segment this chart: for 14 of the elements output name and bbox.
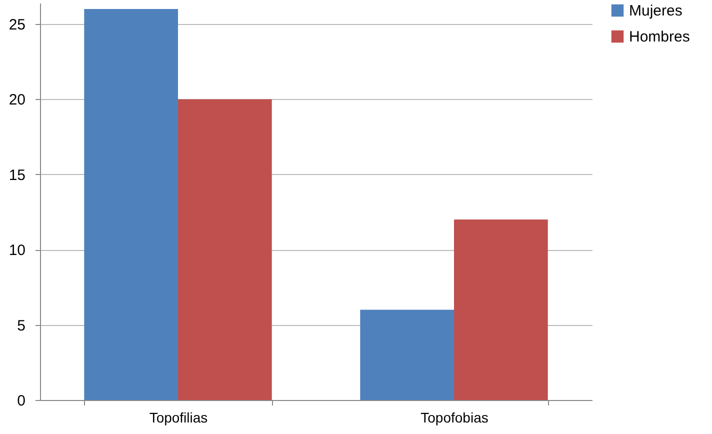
legend-label: Hombres — [629, 28, 690, 46]
y-tick-label: 25 — [8, 16, 26, 34]
legend-label: Mujeres — [629, 2, 682, 20]
y-tick-label: 10 — [8, 242, 26, 260]
bar — [178, 99, 272, 400]
y-tick-label: 20 — [8, 92, 26, 109]
bar — [360, 310, 454, 400]
bar — [454, 220, 548, 400]
y-tick-label: 15 — [8, 166, 26, 184]
x-tick-label: Topofilias — [149, 410, 208, 426]
y-tick-label: 5 — [17, 317, 26, 334]
bar — [84, 9, 178, 400]
y-tick-label: 0 — [17, 392, 26, 410]
x-tick-label: Topofobias — [420, 410, 488, 426]
